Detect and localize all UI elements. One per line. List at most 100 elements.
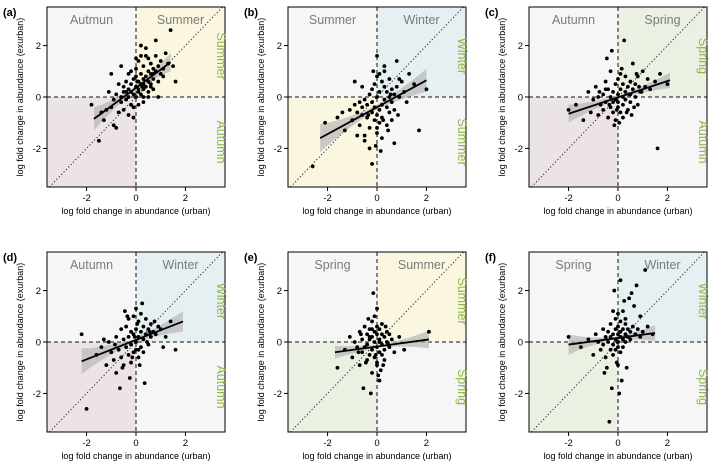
data-point [375,131,379,135]
data-point [628,329,633,334]
y-axis-label: log fold change in abundance (exurban) [256,263,266,422]
data-point [384,123,389,128]
data-point [633,95,638,99]
data-point [616,92,620,97]
quadrant-top-left [529,7,618,97]
data-point [173,347,178,352]
data-point [630,61,635,66]
data-point [608,322,613,326]
data-point [145,340,150,344]
data-point [136,59,141,63]
quadrant-bottom-right [377,97,466,187]
data-point [389,87,394,92]
data-point [417,128,421,133]
data-point [392,92,397,97]
data-point [355,133,360,138]
data-point [370,370,374,375]
regression-line [334,338,430,354]
quadrant-bottom-right [377,342,466,432]
x-tick-label: 2 [665,193,670,204]
quadrant-bottom-left [47,97,136,187]
panel-label: (e) [244,252,258,264]
data-point [596,95,601,99]
data-point [380,322,384,326]
data-point [634,283,639,288]
identity-line [49,251,223,433]
data-point [616,340,620,344]
right-bottom-season-label: Autumn [214,365,228,408]
data-point [574,102,578,107]
right-top-season-label: Summer [455,277,469,324]
data-point [616,324,620,329]
data-point [158,59,163,63]
data-point [360,84,365,89]
x-tick-label: 0 [374,438,379,449]
data-point [612,123,617,128]
data-point [618,71,623,76]
quadrant-bottom-right [136,342,225,432]
data-point [126,95,131,99]
data-point [113,342,117,347]
data-point [148,84,153,89]
data-point [618,319,623,324]
data-point [151,87,156,92]
data-point [129,342,133,347]
top-left-season-label: Autumn [70,258,113,272]
data-point [384,105,389,110]
data-point [114,334,119,339]
data-point [623,74,628,79]
data-point [373,352,378,357]
data-point [613,82,618,87]
y-tick-label: 2 [518,41,523,52]
x-tick-label: 0 [374,193,379,204]
data-point [362,97,367,102]
quadrant-top-left [288,252,377,342]
data-point [140,301,145,306]
data-point [119,64,124,69]
data-point [119,327,124,332]
top-right-season-label: Winter [644,258,680,272]
data-point [365,102,370,107]
panel-f: -2 0 2 -2 0 2 log fold change in abundance (ur… [485,251,709,461]
data-point [658,71,662,76]
y-axis-label: log fold change in abundance (exurban) [15,18,25,177]
data-point [621,82,625,87]
data-point [397,77,402,81]
data-point [361,386,366,391]
data-point [124,89,129,94]
data-point [377,340,382,344]
data-point [665,82,670,87]
data-point [389,100,394,105]
data-point [121,337,126,342]
data-point [581,118,586,123]
data-point [136,355,141,360]
data-point [618,329,623,334]
data-point [616,345,620,350]
data-point [612,288,617,293]
y-tick-label: -2 [33,144,41,155]
data-point [360,337,365,342]
data-point [588,110,593,115]
data-point [173,79,178,84]
y-axis-label: log fold change in abundance (exurban) [256,18,266,177]
data-point [114,92,119,97]
data-point [151,77,156,81]
data-point [621,115,625,120]
data-point [119,355,124,360]
data-point [629,291,634,296]
data-point [618,278,623,283]
regression-line [81,320,184,363]
data-point [603,334,608,339]
data-point [628,337,633,342]
data-point [597,89,602,94]
right-bottom-season-label: Autumn [214,120,228,163]
data-point [604,365,609,370]
top-left-season-label: Spring [555,258,591,272]
data-point [397,334,402,339]
data-point [382,64,387,69]
data-point [640,329,645,334]
data-point [387,332,392,337]
x-tick-label: 0 [133,193,138,204]
data-point [131,314,136,319]
data-point [101,337,106,342]
